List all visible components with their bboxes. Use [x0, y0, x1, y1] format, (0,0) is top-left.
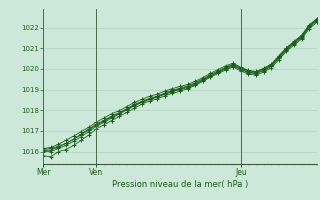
X-axis label: Pression niveau de la mer( hPa ): Pression niveau de la mer( hPa ) — [112, 180, 248, 189]
